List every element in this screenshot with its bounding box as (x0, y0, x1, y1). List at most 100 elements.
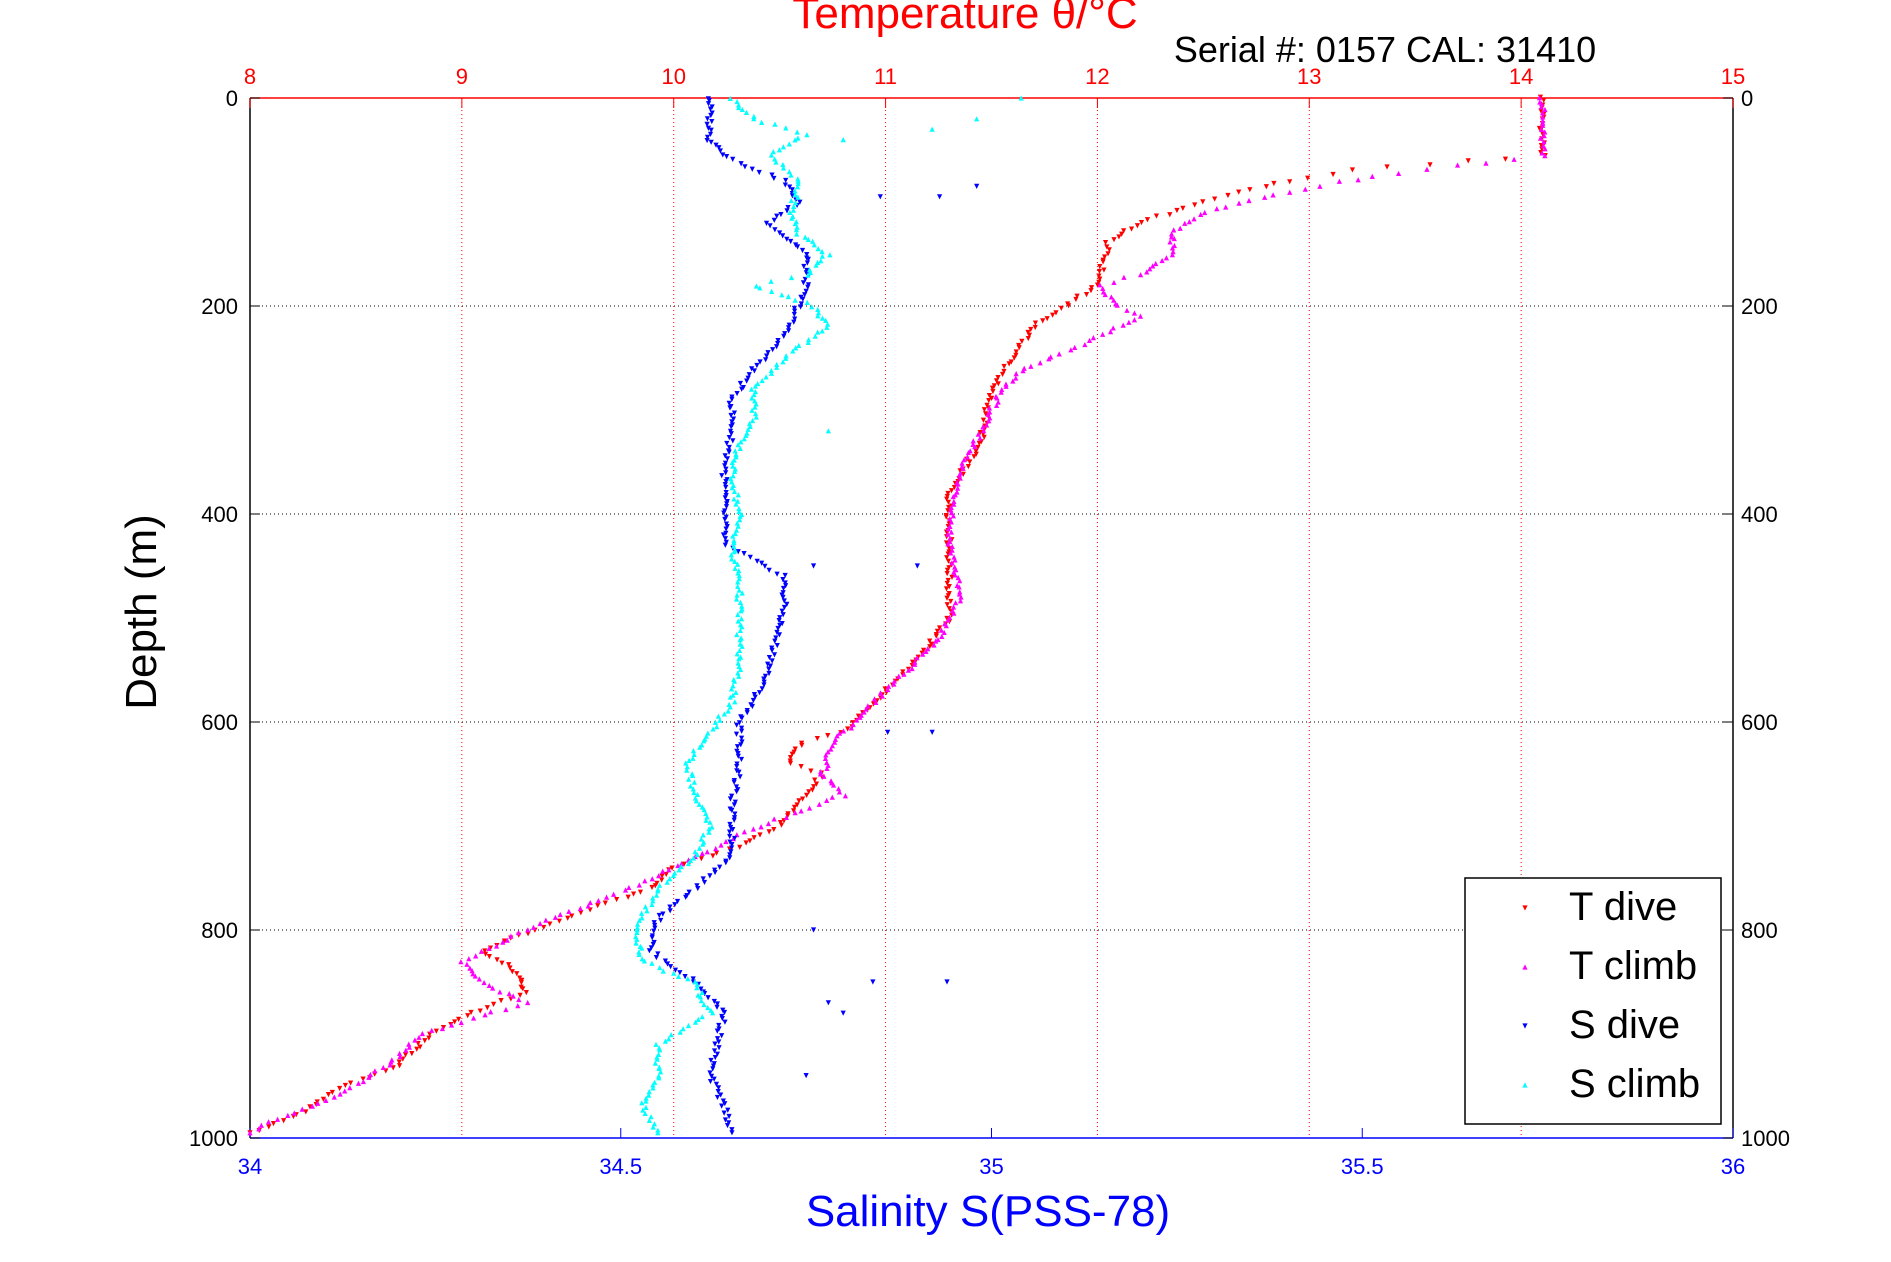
data-point (729, 793, 735, 799)
data-point (999, 386, 1005, 393)
data-point (734, 592, 740, 598)
data-point (1225, 192, 1231, 199)
data-point (802, 292, 808, 298)
data-point (1083, 292, 1090, 298)
data-point (951, 501, 957, 507)
data-point (772, 638, 778, 644)
y-right-tick-label: 1000 (1741, 1126, 1790, 1151)
data-point (766, 829, 772, 835)
outlier-point (810, 563, 817, 569)
data-point (727, 796, 734, 802)
data-point (659, 877, 665, 883)
data-point (1150, 263, 1156, 269)
data-point (325, 1092, 332, 1098)
data-point (772, 121, 778, 127)
data-point (342, 1082, 348, 1089)
data-point (727, 694, 733, 700)
data-point (923, 648, 929, 655)
data-point (818, 768, 824, 775)
data-point (736, 673, 742, 679)
data-point (752, 404, 758, 410)
data-point (1537, 135, 1544, 141)
data-point (510, 993, 516, 999)
data-point (565, 915, 571, 921)
data-point (1111, 297, 1117, 303)
data-point (980, 428, 987, 434)
data-point (652, 922, 658, 929)
data-point (762, 673, 769, 679)
data-point (819, 315, 826, 321)
data-point (747, 423, 753, 430)
data-point (701, 879, 708, 886)
data-point (419, 1030, 425, 1037)
data-point (738, 616, 745, 622)
data-point (698, 836, 704, 842)
data-point (726, 434, 732, 441)
data-point (952, 600, 959, 606)
data-point (706, 826, 712, 832)
data-point (960, 471, 966, 477)
data-point (641, 958, 648, 964)
outlier-point (936, 194, 943, 200)
data-point (944, 602, 950, 608)
data-point (944, 580, 950, 587)
outlier-point (840, 1010, 846, 1016)
data-point (734, 768, 740, 774)
data-point (712, 1041, 718, 1047)
data-point (977, 429, 983, 436)
data-point (749, 366, 755, 372)
data-point (806, 805, 813, 811)
data-point (794, 231, 800, 237)
data-point (1159, 257, 1165, 264)
data-point (730, 692, 736, 698)
data-point (900, 669, 906, 675)
data-point (1003, 383, 1009, 389)
data-point (639, 945, 645, 951)
data-point (782, 331, 788, 337)
data-point (814, 735, 820, 742)
data-point (656, 912, 662, 919)
data-point (711, 1076, 717, 1082)
data-point (762, 563, 768, 569)
data-point (944, 567, 951, 573)
data-point (1032, 324, 1038, 331)
data-point (751, 835, 757, 841)
data-point (961, 457, 967, 463)
data-point (659, 873, 665, 879)
data-point (775, 625, 781, 632)
data-point (955, 485, 961, 491)
data-point (787, 209, 793, 215)
data-point (786, 141, 792, 147)
data-point (476, 976, 482, 982)
data-point (634, 936, 640, 942)
data-point (739, 725, 745, 731)
data-point (809, 787, 816, 793)
data-point (990, 388, 996, 395)
data-point (1355, 177, 1361, 183)
data-point (303, 1109, 309, 1115)
data-point (944, 555, 950, 561)
data-point (986, 418, 992, 424)
data-point (729, 459, 735, 466)
data-point (729, 419, 735, 425)
data-point (636, 882, 642, 888)
data-point (835, 786, 842, 792)
data-point (694, 791, 701, 798)
data-point (723, 838, 729, 845)
data-point (769, 658, 775, 664)
data-point (595, 903, 601, 909)
data-point (739, 106, 745, 113)
data-point (749, 166, 755, 172)
data-point (798, 304, 804, 310)
data-point (515, 1003, 521, 1009)
data-point (1013, 349, 1019, 355)
data-point (754, 558, 760, 564)
data-point (1056, 351, 1062, 357)
data-point (525, 931, 531, 937)
data-point (731, 817, 737, 823)
data-point (654, 1056, 660, 1062)
data-point (1107, 329, 1114, 335)
data-point (1131, 317, 1138, 323)
data-point (761, 679, 767, 685)
data-point (789, 751, 795, 757)
